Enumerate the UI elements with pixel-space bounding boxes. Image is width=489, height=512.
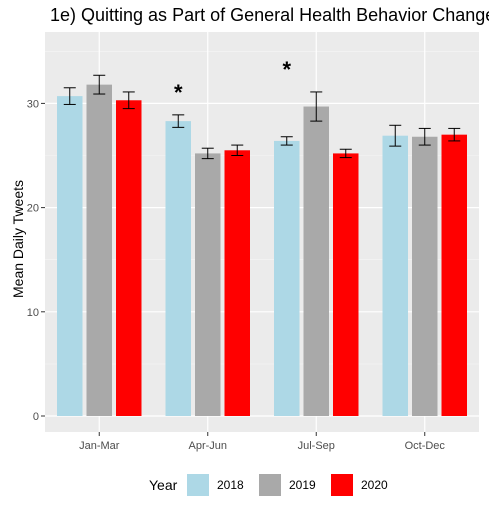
bar — [412, 136, 438, 416]
bar — [303, 106, 329, 416]
chart-title: 1e) Quitting as Part of General Health B… — [50, 5, 489, 25]
x-tick-label: Apr-Jun — [188, 440, 227, 452]
bar — [274, 140, 300, 417]
legend-key — [331, 474, 353, 496]
y-tick-label: 30 — [27, 98, 39, 110]
legend-label: 2019 — [289, 478, 316, 492]
bar — [441, 134, 467, 416]
y-tick-label: 10 — [27, 307, 39, 319]
significance-marker: * — [174, 80, 183, 105]
legend-label: 2020 — [361, 478, 388, 492]
significance-marker: * — [282, 57, 291, 82]
legend-key — [259, 474, 281, 496]
bar — [195, 153, 221, 416]
x-tick-label: Jul-Sep — [298, 440, 335, 452]
bar — [57, 96, 83, 416]
bar — [333, 153, 359, 416]
bar — [224, 150, 250, 417]
x-tick-label: Oct-Dec — [405, 440, 446, 452]
bar — [165, 121, 191, 416]
x-tick-label: Jan-Mar — [79, 440, 120, 452]
bar — [382, 135, 408, 416]
bar — [116, 100, 142, 417]
legend-title: Year — [149, 477, 178, 493]
y-tick-label: 0 — [33, 411, 39, 423]
legend-key — [187, 474, 209, 496]
y-tick-label: 20 — [27, 203, 39, 215]
legend-label: 2018 — [217, 478, 244, 492]
bar — [86, 84, 112, 417]
